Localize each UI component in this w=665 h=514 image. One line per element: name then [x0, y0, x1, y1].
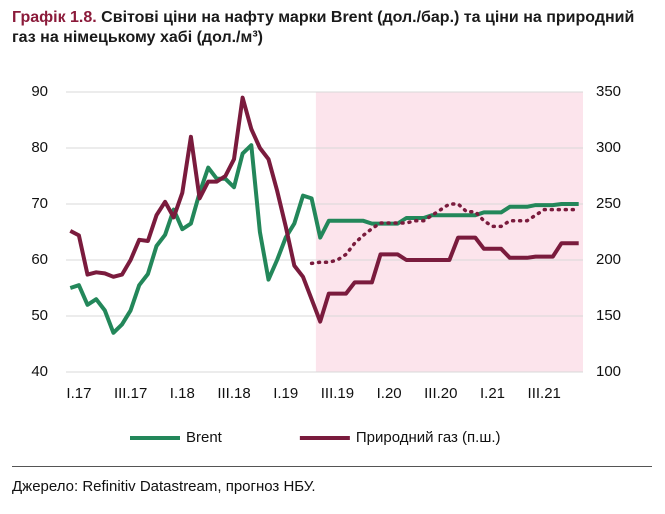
- y2-tick-label: 150: [596, 307, 621, 324]
- y2-tick-label: 250: [596, 195, 621, 212]
- x-tick-label: III.17: [114, 385, 147, 402]
- x-tick-label: III.18: [217, 385, 250, 402]
- x-tick-label: III.20: [424, 385, 457, 402]
- legend-label: Brent: [186, 429, 223, 446]
- x-tick-label: III.19: [321, 385, 354, 402]
- y-tick-label: 90: [31, 83, 48, 100]
- source: Джерело: Refinitiv Datastream, прогноз Н…: [12, 478, 316, 495]
- data-line: [69, 143, 579, 335]
- y-tick-label: 80: [31, 139, 48, 156]
- y-tick-label: 40: [31, 363, 48, 380]
- data-line: [69, 95, 579, 324]
- y-tick-label: 60: [31, 251, 48, 268]
- title-label: Графік 1.8.: [12, 9, 97, 26]
- source-rule: [12, 466, 652, 467]
- chart-title: Графік 1.8. Світові ціни на нафту марки …: [12, 8, 652, 48]
- y2-tick-label: 350: [596, 83, 621, 100]
- x-tick-label: I.20: [377, 385, 402, 402]
- y2-tick-label: 200: [596, 251, 621, 268]
- forecast-shade: [315, 92, 583, 372]
- y2-tick-label: 300: [596, 139, 621, 156]
- x-tick-label: I.21: [480, 385, 505, 402]
- legend-label: Природний газ (п.ш.): [356, 429, 501, 446]
- x-tick-label: III.21: [528, 385, 561, 402]
- dotted-line: [309, 202, 581, 266]
- x-tick-label: I.17: [66, 385, 91, 402]
- x-tick-label: I.19: [273, 385, 298, 402]
- y2-tick-label: 100: [596, 363, 621, 380]
- y-tick-label: 50: [31, 307, 48, 324]
- x-tick-label: I.18: [170, 385, 195, 402]
- y-tick-label: 70: [31, 195, 48, 212]
- title-text: Світові ціни на нафту марки Brent (дол./…: [12, 9, 635, 46]
